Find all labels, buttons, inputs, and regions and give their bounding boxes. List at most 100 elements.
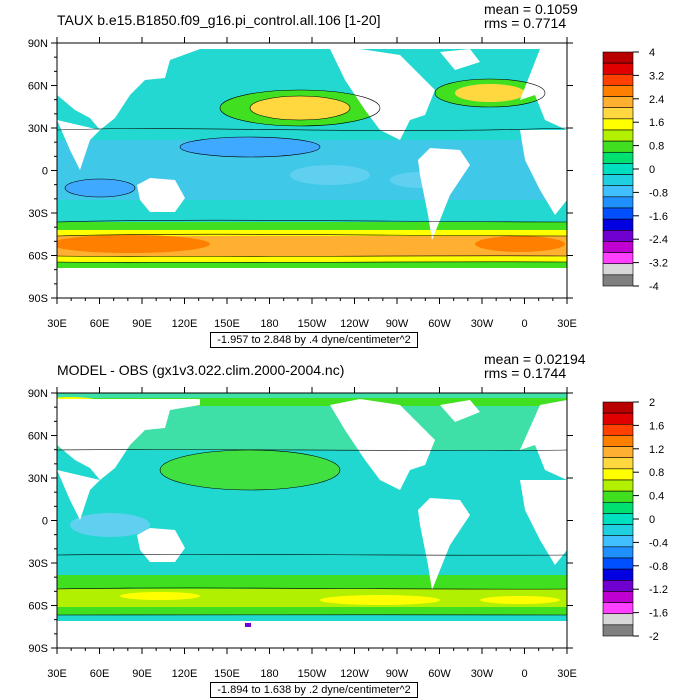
- colorbar-label: -2.4: [649, 234, 668, 246]
- colorbar-swatch: [602, 185, 634, 198]
- lon-tick-label: 0: [521, 318, 527, 330]
- asia-land: [57, 49, 200, 130]
- antarctic-patch: [245, 623, 251, 627]
- southern-max-indian: [57, 235, 210, 253]
- colorbar-swatch: [602, 118, 634, 131]
- lat-tick-label: 60S: [28, 601, 48, 613]
- colorbar-swatch: [602, 207, 634, 220]
- pacific-negative-patch: [180, 137, 320, 157]
- lon-tick-label: 120W: [340, 318, 369, 330]
- lat-tick-label: 90S: [28, 643, 48, 655]
- lon-axis: 30E 60E 90E 120E 150E 180 150W 120W 90W 60W 30W 0 30…: [47, 668, 577, 680]
- lon-tick-label: 30W: [471, 668, 494, 680]
- southern-yellow-patch: [480, 596, 560, 604]
- greenland-land: [440, 400, 480, 422]
- colorbar-label: 0.8: [649, 141, 664, 153]
- lon-tick-label: 30W: [471, 318, 494, 330]
- contour-line: [57, 219, 567, 223]
- southern-max-atlantic: [475, 236, 565, 252]
- lon-tick-label: 30E: [557, 318, 577, 330]
- colorbar-swatch: [602, 163, 634, 175]
- contour-line: [57, 233, 567, 237]
- colorbar-swatch: [602, 479, 634, 492]
- contour-line: [57, 449, 567, 451]
- contour-lines: [57, 449, 567, 616]
- colorbar-swatch: [602, 62, 634, 75]
- pacific-patch-2: [290, 165, 370, 185]
- south-america-land: [418, 498, 470, 590]
- north-pacific-max: [250, 96, 350, 120]
- colorbar-swatch: [602, 624, 634, 637]
- southern-yellow-patch: [120, 592, 200, 600]
- colorbar-swatch: [602, 196, 634, 209]
- africa-land: [520, 480, 567, 565]
- lon-tick-label: 60E: [90, 318, 110, 330]
- contour-line: [57, 553, 567, 556]
- difference-map: 90N 60N 30N 0 30S 60S 90S 30E 60E 90E 120E 150E 180…: [28, 387, 668, 680]
- colorbar-swatch: [602, 535, 634, 548]
- colorbar-swatch: [602, 501, 634, 514]
- map-field: [57, 393, 567, 648]
- southern-cyan: [57, 555, 567, 575]
- southern-band-2: [57, 230, 567, 236]
- colorbar-label: 0.8: [649, 467, 664, 479]
- colorbar-swatch: [602, 129, 634, 142]
- south-america-land: [418, 148, 470, 240]
- southern-band-1: [57, 222, 567, 230]
- contour-line: [179, 136, 321, 158]
- colorbar-swatch: [602, 229, 634, 242]
- contour-line: [434, 78, 546, 108]
- axis-ticks: [51, 387, 573, 654]
- colorbar-label: -1.6: [649, 608, 668, 620]
- lat-tick-label: 30N: [28, 123, 48, 135]
- lon-tick-label: 180: [260, 318, 278, 330]
- lon-tick-label: 60E: [90, 668, 110, 680]
- lon-tick-label: 120E: [172, 318, 198, 330]
- contour-line: [57, 127, 567, 131]
- lon-tick-label: 150E: [214, 668, 240, 680]
- colorbar-swatch: [602, 140, 634, 153]
- rms-value: rms = 0.7714: [484, 15, 567, 31]
- lat-tick-label: 60N: [28, 81, 48, 93]
- lon-tick-label: 180: [260, 668, 278, 680]
- antarctic-land: [57, 621, 567, 648]
- colorbar-swatch: [602, 602, 634, 615]
- contour-line: [57, 261, 567, 264]
- colorbar-swatch: [602, 412, 634, 425]
- north-america-land: [330, 399, 435, 490]
- lon-tick-label: 120E: [172, 668, 198, 680]
- colorbar-swatch: [602, 274, 634, 287]
- lon-tick-label: 30E: [47, 318, 67, 330]
- colorbar-swatch: [602, 85, 634, 97]
- continents: [57, 49, 567, 240]
- lat-tick-label: 0: [42, 516, 48, 528]
- lon-tick-label: 150W: [298, 318, 327, 330]
- colorbar-swatch: [602, 568, 634, 581]
- lat-tick-label: 0: [42, 166, 48, 178]
- colorbar-label: 0.4: [649, 491, 664, 503]
- contour-line: [64, 178, 136, 198]
- colorbar-swatch: [602, 457, 634, 470]
- africa-land: [520, 130, 567, 215]
- colorbar-swatch: [602, 513, 634, 525]
- lat-axis: 90N 60N 30N 0 30S 60S 90S: [28, 388, 48, 655]
- colorbar-swatch: [602, 96, 634, 109]
- colorbar-swatch: [602, 435, 634, 447]
- colorbar-label: -4: [649, 281, 659, 293]
- australia-land: [137, 178, 185, 212]
- southern-green: [57, 575, 567, 589]
- lon-tick-label: 150W: [298, 668, 327, 680]
- indian-patch: [70, 513, 150, 537]
- antarctic-land: [57, 268, 567, 298]
- colorbar-label: 2: [649, 397, 655, 409]
- contour-line: [57, 587, 567, 590]
- colorbar-swatch: [602, 446, 634, 459]
- colorbar-label: 4: [649, 47, 655, 59]
- lat-tick-label: 90N: [28, 388, 48, 400]
- colorbar-swatch: [602, 151, 634, 164]
- taux-panel: TAUX b.e15.B1850.f09_g16.pi_control.all.…: [28, 1, 668, 348]
- contour-lines: [57, 78, 567, 264]
- colorbar-swatch: [602, 490, 634, 503]
- north-atlantic-max: [455, 84, 525, 102]
- lat-tick-label: 30S: [28, 558, 48, 570]
